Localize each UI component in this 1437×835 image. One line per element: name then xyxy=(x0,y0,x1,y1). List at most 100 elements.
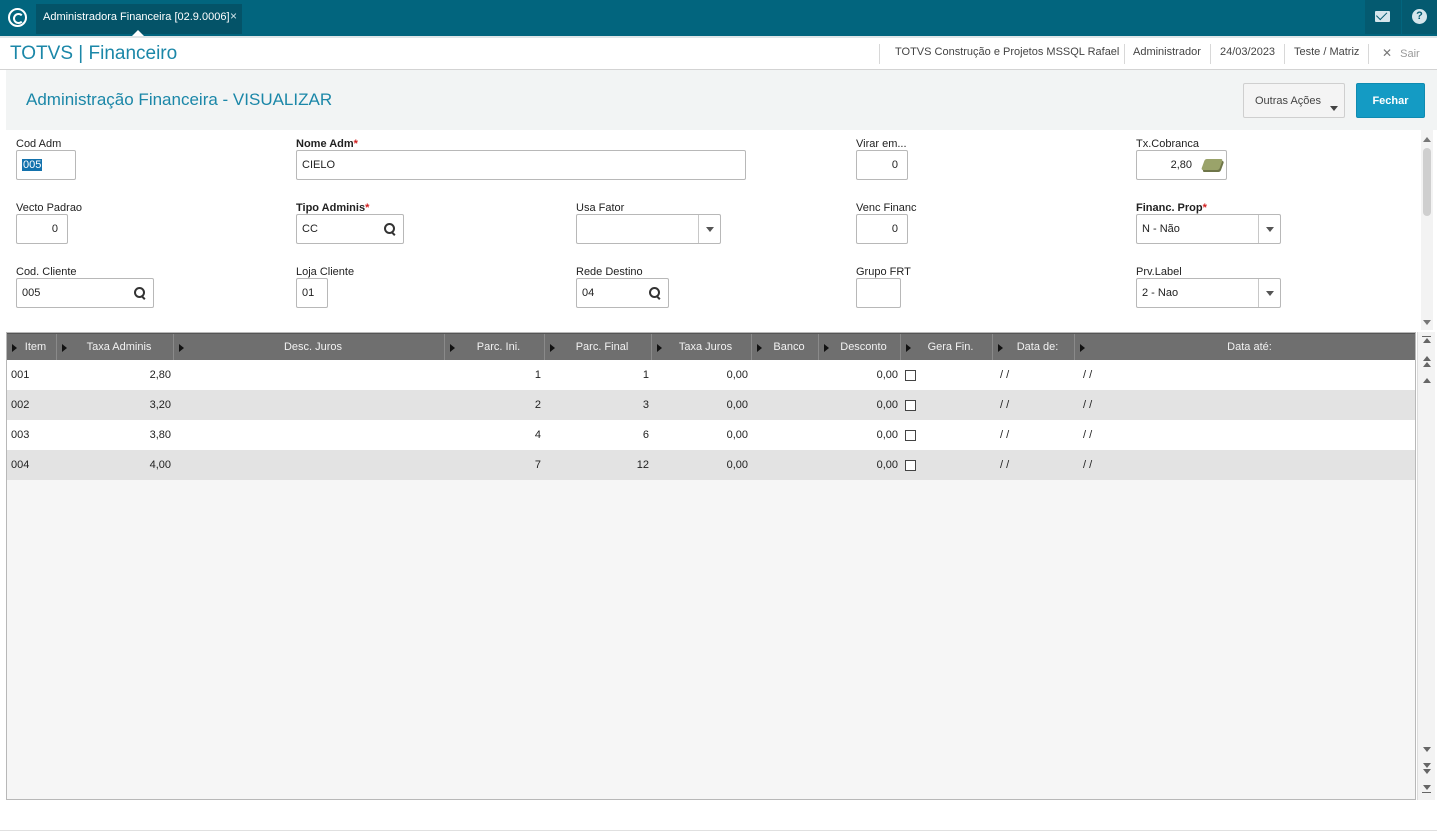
tab-administradora-financeira[interactable]: Administradora Financeira [02.9.0006] × xyxy=(36,4,242,36)
page-down-icon[interactable] xyxy=(1422,766,1432,776)
col-header-parc-final[interactable]: Parc. Final xyxy=(545,334,652,360)
company-name: TOTVS Construção e Projetos MSSQL Rafael xyxy=(895,46,1120,58)
grupo-frt-input[interactable] xyxy=(856,278,901,308)
cell-taxa-juros: 0,00 xyxy=(726,369,748,381)
vecto-padrao-label: Vecto Padrao xyxy=(16,202,83,214)
cell-data-ate: / / xyxy=(1083,459,1093,471)
gera-fin-checkbox[interactable] xyxy=(905,430,916,441)
col-header-parc-ini[interactable]: Parc. Ini. xyxy=(445,334,545,360)
bottom-divider xyxy=(0,830,1437,835)
scroll-top-icon[interactable] xyxy=(1422,336,1432,346)
table-row[interactable]: 002 3,20 2 3 0,00 0,00 / / / / xyxy=(7,390,1415,420)
rede-destino-value: 04 xyxy=(582,287,595,299)
col-header-item[interactable]: Item xyxy=(7,334,57,360)
cell-data-de: / / xyxy=(1000,369,1010,381)
cell-taxa-adminis: 2,80 xyxy=(149,369,171,381)
cod-adm-input[interactable]: 005 xyxy=(16,150,76,180)
virar-em-input[interactable]: 0 xyxy=(856,150,908,180)
outras-acoes-button[interactable]: Outras Ações xyxy=(1243,83,1345,118)
search-icon[interactable] xyxy=(384,223,395,234)
cod-adm-value: 005 xyxy=(22,159,43,171)
col-header-banco[interactable]: Banco xyxy=(752,334,819,360)
branch-name[interactable]: Teste / Matriz xyxy=(1294,46,1360,58)
table-row[interactable]: 003 3,80 4 6 0,00 0,00 / / / / xyxy=(7,420,1415,450)
chevron-down-icon[interactable] xyxy=(698,215,720,243)
scroll-down-icon[interactable] xyxy=(1423,320,1431,325)
gera-fin-checkbox[interactable] xyxy=(905,460,916,471)
venc-financ-input[interactable]: 0 xyxy=(856,214,908,244)
cell-parc-ini: 7 xyxy=(534,459,541,471)
col-header-desc-juros[interactable]: Desc. Juros xyxy=(174,334,445,360)
sort-arrow-icon xyxy=(906,344,911,352)
prv-label-select[interactable]: 2 - Nao xyxy=(1136,278,1281,308)
chevron-down-icon[interactable] xyxy=(1258,215,1280,243)
cell-desconto: 0,00 xyxy=(876,369,898,381)
table-row[interactable]: 001 2,80 1 1 0,00 0,00 / / / / xyxy=(7,360,1415,390)
tipo-adminis-input[interactable]: CC xyxy=(296,214,404,244)
sort-arrow-icon xyxy=(824,344,829,352)
help-button[interactable]: ? xyxy=(1402,0,1437,34)
header-separator xyxy=(1368,44,1369,64)
totvs-logo-icon[interactable] xyxy=(8,8,27,27)
cell-banco xyxy=(755,420,815,450)
financ-prop-select[interactable]: N - Não xyxy=(1136,214,1281,244)
chevron-down-icon[interactable] xyxy=(1258,279,1280,307)
rede-destino-input[interactable]: 04 xyxy=(576,278,669,308)
search-icon[interactable] xyxy=(134,287,145,298)
form-scrollbar[interactable] xyxy=(1421,130,1433,330)
cell-parc-final: 3 xyxy=(642,399,649,411)
fechar-button[interactable]: Fechar xyxy=(1356,83,1425,118)
scroll-thumb[interactable] xyxy=(1423,148,1431,216)
tx-cobranca-input[interactable]: 2,80 xyxy=(1136,150,1227,180)
cell-desconto: 0,00 xyxy=(876,459,898,471)
mail-icon xyxy=(1375,11,1390,22)
page-up-icon[interactable] xyxy=(1422,360,1432,370)
scroll-down-icon[interactable] xyxy=(1422,744,1432,754)
money-icon[interactable] xyxy=(1200,159,1224,170)
usa-fator-label: Usa Fator xyxy=(576,202,625,214)
cod-adm-label: Cod Adm xyxy=(16,138,62,150)
col-header-taxa-adminis[interactable]: Taxa Adminis xyxy=(57,334,174,360)
cell-item: 004 xyxy=(11,459,30,471)
exit-button[interactable]: ✕ Sair xyxy=(1382,46,1420,60)
col-header-gera-fin[interactable]: Gera Fin. xyxy=(901,334,993,360)
tab-close-icon[interactable]: × xyxy=(229,9,237,23)
table-row[interactable]: 004 4,00 7 12 0,00 0,00 / / / / xyxy=(7,450,1415,480)
cell-desconto: 0,00 xyxy=(876,429,898,441)
header-separator xyxy=(1284,44,1285,64)
page-title-bar: Administração Financeira - VISUALIZAR Ou… xyxy=(6,70,1437,130)
cell-parc-final: 6 xyxy=(642,429,649,441)
cell-taxa-adminis: 3,20 xyxy=(149,399,171,411)
search-icon[interactable] xyxy=(649,287,660,298)
page-down-icon[interactable] xyxy=(1422,760,1432,770)
cell-parc-final: 1 xyxy=(642,369,649,381)
cell-taxa-adminis: 3,80 xyxy=(149,429,171,441)
sort-arrow-icon xyxy=(757,344,762,352)
tipo-adminis-label: Tipo Adminis* xyxy=(296,202,370,214)
exit-label: Sair xyxy=(1400,48,1420,60)
mail-button[interactable] xyxy=(1365,0,1401,34)
cod-cliente-input[interactable]: 005 xyxy=(16,278,154,308)
col-header-data-ate[interactable]: Data até: xyxy=(1075,334,1415,360)
col-header-taxa-juros[interactable]: Taxa Juros xyxy=(652,334,752,360)
nome-adm-input[interactable]: CIELO xyxy=(296,150,746,180)
scroll-up-icon[interactable] xyxy=(1422,376,1432,386)
usa-fator-select[interactable] xyxy=(576,214,721,244)
col-header-data-de[interactable]: Data de: xyxy=(993,334,1075,360)
cell-parc-final: 12 xyxy=(636,459,649,471)
page-up-icon[interactable] xyxy=(1422,354,1432,364)
sort-arrow-icon xyxy=(998,344,1003,352)
taxas-grid: Item Taxa Adminis Desc. Juros Parc. Ini.… xyxy=(6,332,1416,800)
gera-fin-checkbox[interactable] xyxy=(905,370,916,381)
loja-cliente-input[interactable]: 01 xyxy=(296,278,328,308)
col-header-desconto[interactable]: Desconto xyxy=(819,334,901,360)
vecto-padrao-input[interactable]: 0 xyxy=(16,214,68,244)
cell-data-de: / / xyxy=(1000,399,1010,411)
scroll-bottom-icon[interactable] xyxy=(1422,782,1432,793)
venc-financ-label: Venc Financ xyxy=(856,202,917,214)
cell-desc-juros xyxy=(177,390,442,420)
gera-fin-checkbox[interactable] xyxy=(905,400,916,411)
scroll-up-icon[interactable] xyxy=(1423,137,1431,142)
cell-parc-ini: 2 xyxy=(534,399,541,411)
cell-desc-juros xyxy=(177,450,442,480)
